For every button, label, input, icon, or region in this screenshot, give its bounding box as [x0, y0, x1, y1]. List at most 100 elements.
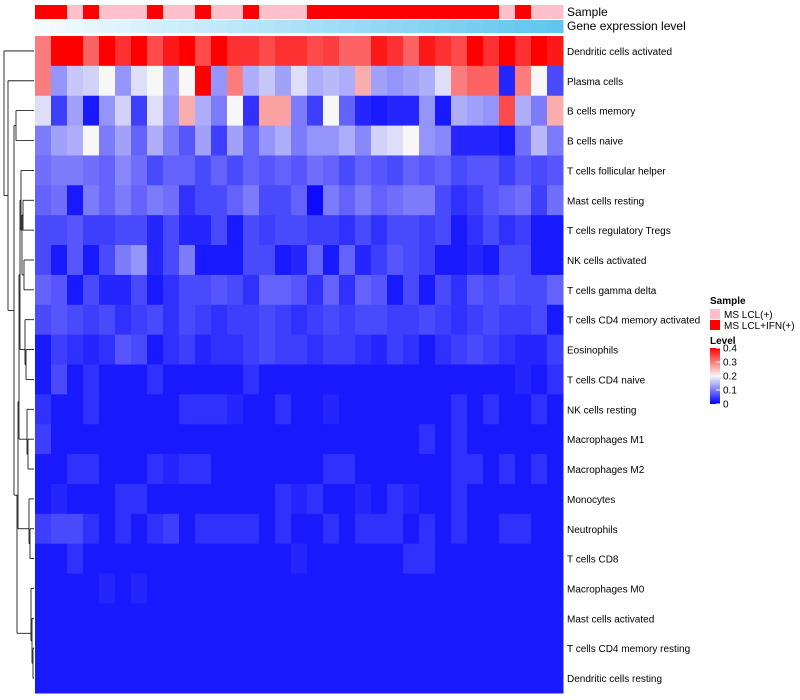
heatmap-cell [99, 185, 116, 216]
heatmap-cell [275, 424, 292, 455]
heatmap-cell [243, 663, 260, 694]
sample-annotation-cell [531, 5, 548, 19]
heatmap-cell [195, 424, 212, 455]
heatmap-cell [403, 543, 420, 575]
heatmap-cell [531, 633, 548, 664]
heatmap-cell [515, 513, 532, 545]
heatmap-cell [435, 454, 452, 485]
heatmap-cell [387, 603, 404, 634]
heatmap-cell [531, 394, 548, 425]
heatmap-cell [531, 663, 548, 694]
heatmap-cell [275, 633, 292, 664]
heatmap-cell [259, 36, 276, 67]
heatmap-cell [435, 95, 452, 127]
heatmap-cell [499, 65, 516, 97]
heatmap-cell [371, 394, 388, 425]
heatmap-cell [179, 155, 196, 186]
heatmap-cell [323, 394, 340, 425]
heatmap-cell [195, 483, 212, 515]
heatmap-cell [147, 573, 164, 604]
heatmap-cell [211, 633, 228, 664]
gene-annotation-cell [323, 20, 340, 33]
heatmap-cell [83, 483, 100, 515]
heatmap-cell [323, 454, 340, 485]
sample-annotation-cell [259, 5, 276, 19]
heatmap-cell [211, 304, 228, 336]
heatmap-cell [259, 513, 276, 545]
heatmap-cell [403, 513, 420, 545]
heatmap-cell [195, 245, 212, 276]
heatmap-cell [211, 573, 228, 604]
heatmap-cell [531, 125, 548, 156]
heatmap-cell [403, 424, 420, 455]
heatmap-cell [51, 65, 68, 97]
heatmap-cell [227, 663, 244, 694]
heatmap-cell [131, 185, 148, 216]
heatmap-cell [179, 483, 196, 515]
heatmap-cell [371, 364, 388, 395]
heatmap-cell [227, 513, 244, 545]
row-label: Dendritic cells activated [567, 47, 672, 58]
heatmap-cell [323, 36, 340, 67]
heatmap-cell [131, 334, 148, 365]
heatmap-cell [307, 274, 324, 306]
heatmap-cell [515, 65, 532, 97]
heatmap-cell [451, 274, 468, 306]
heatmap-cell [547, 454, 564, 485]
legend-color-bar [710, 348, 720, 404]
gene-annotation-cell [339, 20, 356, 33]
gene-annotation-cell [483, 20, 500, 33]
heatmap-cell [227, 185, 244, 216]
heatmap-cell [531, 36, 548, 67]
heatmap-cell [51, 543, 68, 575]
heatmap-cell [259, 155, 276, 186]
heatmap-cell [515, 185, 532, 216]
heatmap-cell [307, 36, 324, 67]
heatmap-cell [131, 483, 148, 515]
heatmap-cell [147, 245, 164, 276]
heatmap-cell [339, 633, 356, 664]
heatmap-cell [179, 603, 196, 634]
heatmap-cell [451, 394, 468, 425]
heatmap-cell [115, 245, 132, 276]
legend-label-ms-lcl: MS LCL(+) [724, 310, 773, 321]
heatmap-cell [291, 65, 308, 97]
heatmap-cell [339, 483, 356, 515]
sample-annotation-cell [275, 5, 292, 19]
heatmap-cell [211, 424, 228, 455]
heatmap-cell [499, 394, 516, 425]
heatmap-cell [147, 65, 164, 97]
heatmap-cell [131, 603, 148, 634]
heatmap-cell [195, 155, 212, 186]
heatmap-cell [83, 573, 100, 604]
heatmap-cell [419, 424, 436, 455]
heatmap-cell [211, 215, 228, 246]
heatmap-cell [227, 364, 244, 395]
heatmap-cell [115, 424, 132, 455]
heatmap-cell [531, 424, 548, 455]
heatmap-cell [483, 573, 500, 604]
heatmap-cell [435, 274, 452, 306]
heatmap-cell [467, 424, 484, 455]
heatmap-cell [99, 274, 116, 306]
heatmap-cell [243, 274, 260, 306]
legend-swatch-ms-lcl-ifn [710, 320, 720, 330]
heatmap-cell [531, 185, 548, 216]
heatmap-cell [35, 185, 52, 216]
heatmap-cell [451, 513, 468, 545]
heatmap-cell [547, 304, 564, 336]
heatmap-cell [115, 65, 132, 97]
heatmap-cell [467, 215, 484, 246]
heatmap-cell [371, 573, 388, 604]
heatmap-cell [243, 36, 260, 67]
heatmap-cell [547, 125, 564, 156]
heatmap-cell [147, 334, 164, 365]
heatmap-cell [515, 364, 532, 395]
gene-annotation-cell [115, 20, 132, 33]
heatmap-cell [451, 483, 468, 515]
heatmap-cell [51, 364, 68, 395]
heatmap-cell [451, 155, 468, 186]
heatmap-cell [291, 185, 308, 216]
heatmap-cell [499, 185, 516, 216]
sample-annotation-cell [51, 5, 68, 19]
